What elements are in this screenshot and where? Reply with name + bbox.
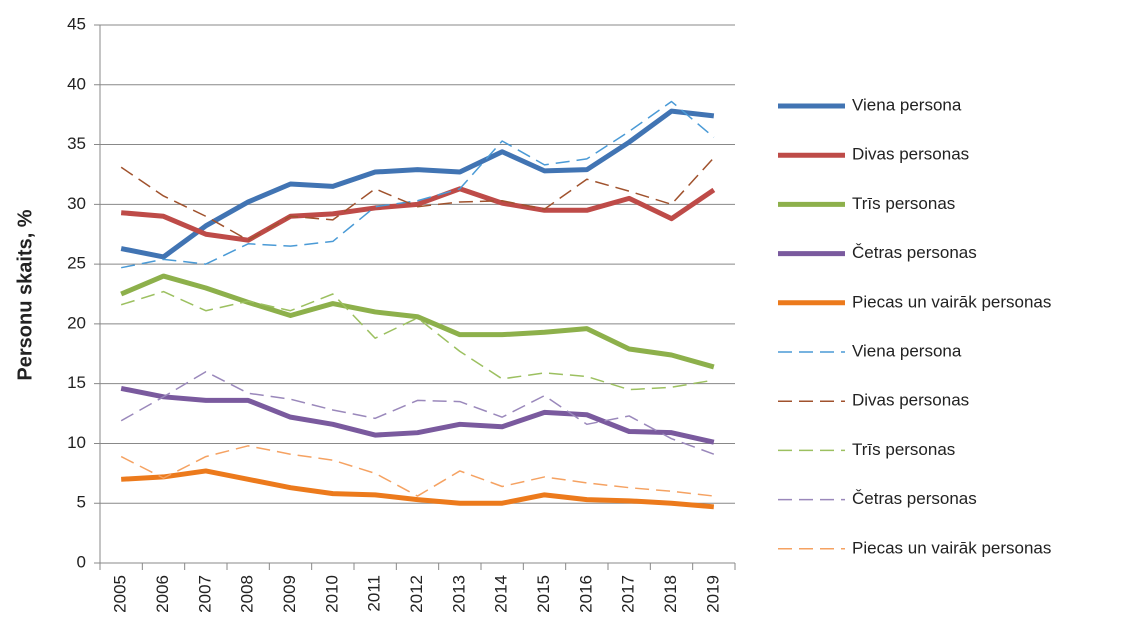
series-line (121, 468, 715, 510)
series-line (121, 100, 715, 269)
series-line (120, 157, 715, 241)
legend-label: Piecas un vairāk personas (852, 538, 1051, 557)
legend-label: Divas personas (852, 145, 969, 164)
x-tick-label: 2009 (280, 575, 299, 613)
x-tick-label: 2017 (619, 575, 638, 613)
legend-label: Divas personas (852, 391, 969, 410)
legend-label: Trīs personas (852, 440, 955, 459)
y-tick-label: 0 (77, 552, 86, 571)
legend-label: Viena persona (852, 341, 962, 360)
series-line (120, 290, 714, 391)
series-line (120, 385, 715, 445)
series-line (120, 273, 715, 370)
x-tick-label: 2018 (661, 575, 680, 613)
y-tick-label: 5 (77, 493, 86, 512)
x-tick-label: 2013 (449, 575, 468, 613)
y-tick-label: 45 (67, 14, 86, 33)
y-tick-label: 20 (67, 313, 86, 332)
y-tick-label: 25 (67, 254, 86, 273)
legend-label: Viena persona (852, 95, 962, 114)
y-tick-label: 15 (67, 373, 86, 392)
x-tick-label: 2007 (195, 575, 214, 613)
x-tick-label: 2016 (576, 575, 595, 613)
y-tick-label: 35 (67, 134, 86, 153)
legend-label: Trīs personas (852, 194, 955, 213)
series-line (120, 370, 715, 455)
x-tick-label: 2006 (153, 575, 172, 613)
legend-label: Piecas un vairāk personas (852, 292, 1051, 311)
y-tick-label: 10 (67, 433, 86, 452)
x-tick-label: 2012 (407, 575, 426, 613)
legend-label: Četras personas (852, 243, 977, 262)
x-tick-label: 2014 (492, 575, 511, 613)
x-tick-label: 2015 (534, 575, 553, 613)
y-tick-label: 30 (67, 194, 86, 213)
legend-label: Četras personas (852, 489, 977, 508)
y-tick-label: 40 (67, 74, 86, 93)
x-tick-label: 2005 (111, 575, 130, 613)
y-axis-label: Personu skaits, % (14, 209, 36, 380)
x-tick-label: 2011 (365, 575, 384, 612)
series-line (120, 445, 714, 497)
series-line (120, 108, 715, 260)
x-tick-label: 2019 (703, 575, 722, 613)
series-line (120, 186, 716, 243)
x-tick-label: 2010 (322, 575, 341, 613)
x-tick-label: 2008 (238, 575, 257, 613)
